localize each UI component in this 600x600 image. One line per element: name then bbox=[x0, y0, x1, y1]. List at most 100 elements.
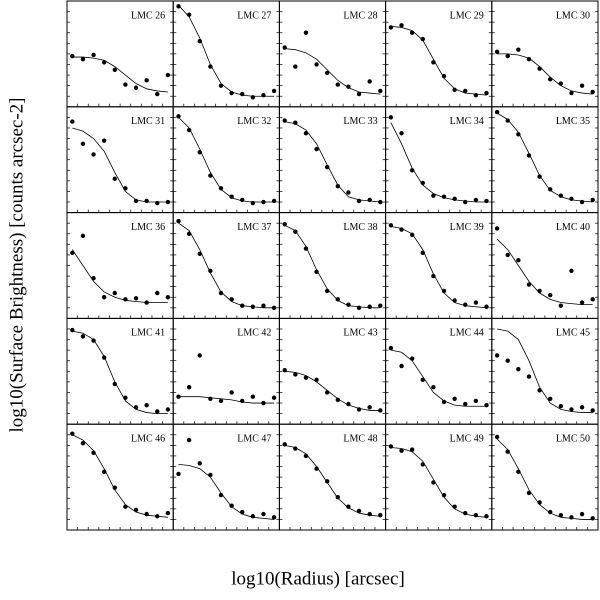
data-point bbox=[144, 300, 149, 305]
data-point bbox=[505, 449, 510, 454]
data-point bbox=[409, 168, 415, 173]
data-point bbox=[208, 396, 213, 402]
data-point bbox=[186, 437, 192, 443]
data-point bbox=[80, 334, 86, 339]
data-point bbox=[346, 190, 351, 195]
data-point bbox=[590, 297, 595, 302]
data-point bbox=[569, 90, 574, 96]
data-point bbox=[271, 515, 277, 520]
panel-title: LMC 28 bbox=[343, 10, 377, 21]
data-point bbox=[590, 197, 595, 203]
data-point bbox=[101, 469, 107, 475]
data-point bbox=[441, 492, 447, 498]
panel-title: LMC 44 bbox=[450, 328, 484, 339]
data-point bbox=[537, 288, 542, 294]
data-point bbox=[558, 404, 564, 409]
data-point bbox=[144, 511, 149, 517]
data-point bbox=[399, 448, 404, 453]
data-point bbox=[548, 396, 553, 402]
fit-curve bbox=[390, 349, 487, 407]
data-point bbox=[558, 193, 564, 198]
data-point bbox=[197, 150, 202, 155]
data-point bbox=[463, 199, 468, 205]
fit-curve bbox=[72, 127, 168, 203]
fit-curve bbox=[284, 48, 381, 95]
data-point bbox=[420, 462, 425, 467]
data-point bbox=[70, 431, 75, 436]
panel-title: LMC 43 bbox=[343, 328, 377, 339]
panel: LMC 46 bbox=[66, 423, 174, 531]
panel-title: LMC 40 bbox=[556, 222, 590, 233]
data-point bbox=[261, 199, 266, 205]
data-point bbox=[240, 398, 245, 404]
panel: LMC 44 bbox=[385, 317, 493, 425]
data-point bbox=[123, 186, 128, 191]
data-point bbox=[388, 345, 394, 351]
data-point bbox=[505, 118, 510, 123]
data-point bbox=[293, 372, 298, 377]
panel-title: LMC 30 bbox=[556, 10, 590, 21]
data-point bbox=[101, 138, 107, 143]
data-point bbox=[473, 512, 479, 518]
data-point bbox=[473, 197, 479, 203]
data-point bbox=[356, 198, 362, 204]
data-point bbox=[101, 295, 107, 300]
data-point bbox=[558, 303, 564, 308]
data-point bbox=[101, 355, 107, 360]
data-point bbox=[155, 200, 160, 206]
data-point bbox=[133, 198, 139, 204]
data-point bbox=[346, 401, 351, 407]
data-point bbox=[91, 152, 96, 157]
panel-title: LMC 37 bbox=[237, 222, 271, 233]
panel-title: LMC 27 bbox=[237, 10, 271, 21]
data-point bbox=[590, 408, 595, 413]
panel-title: LMC 35 bbox=[556, 116, 590, 127]
data-point bbox=[165, 510, 171, 516]
data-point bbox=[303, 375, 309, 380]
data-point bbox=[218, 290, 224, 296]
data-point bbox=[420, 250, 425, 256]
data-point bbox=[250, 304, 256, 309]
fit-curve bbox=[178, 396, 275, 404]
data-point bbox=[452, 298, 457, 303]
panel-title: LMC 33 bbox=[343, 116, 377, 127]
data-point bbox=[388, 444, 394, 449]
data-point bbox=[356, 407, 362, 412]
data-point bbox=[463, 510, 468, 516]
data-point bbox=[484, 90, 489, 96]
data-point bbox=[303, 30, 309, 35]
data-point bbox=[176, 4, 181, 9]
panel: LMC 36 bbox=[66, 212, 174, 319]
data-point bbox=[229, 90, 234, 96]
data-point bbox=[367, 304, 372, 309]
panel: LMC 45 bbox=[491, 317, 599, 425]
data-point bbox=[314, 377, 319, 382]
data-point bbox=[155, 290, 160, 296]
panel: LMC 37 bbox=[172, 212, 280, 319]
data-point bbox=[431, 480, 436, 485]
panel-title: LMC 34 bbox=[450, 116, 484, 127]
data-point bbox=[112, 290, 117, 296]
panel-title: LMC 38 bbox=[343, 222, 377, 233]
data-point bbox=[378, 303, 383, 308]
data-point bbox=[165, 199, 171, 205]
data-point bbox=[208, 64, 213, 69]
data-point bbox=[409, 30, 415, 35]
data-point bbox=[537, 174, 542, 179]
data-point bbox=[441, 399, 447, 405]
data-point bbox=[293, 446, 298, 451]
data-point bbox=[282, 45, 287, 50]
data-point bbox=[91, 52, 96, 58]
fit-curve bbox=[390, 122, 487, 203]
fit-curve bbox=[390, 225, 487, 309]
data-point bbox=[240, 303, 245, 308]
fit-curve bbox=[496, 438, 593, 520]
data-point bbox=[197, 39, 202, 44]
data-point bbox=[335, 495, 341, 500]
data-point bbox=[250, 394, 256, 399]
panel-title: LMC 29 bbox=[450, 10, 484, 21]
panel: LMC 31 bbox=[66, 106, 174, 214]
fit-curve bbox=[178, 117, 275, 203]
data-point bbox=[569, 196, 574, 202]
